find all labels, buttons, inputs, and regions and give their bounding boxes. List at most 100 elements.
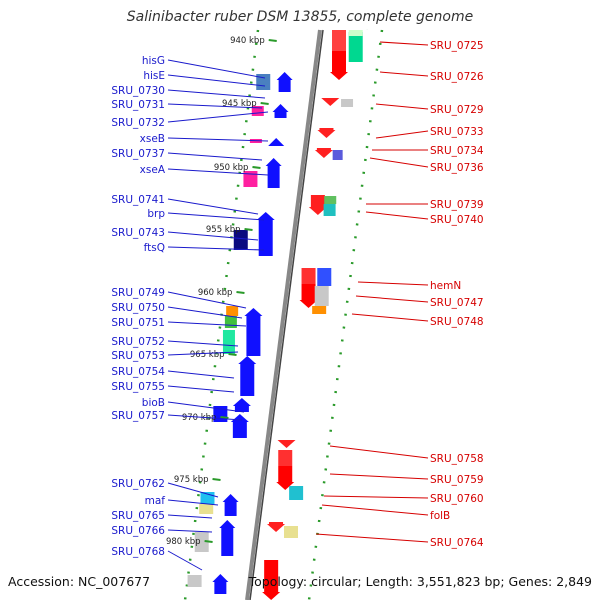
left-gene-label[interactable]: SRU_0750 bbox=[111, 302, 165, 314]
gene-box[interactable] bbox=[332, 150, 343, 160]
left-leader-line bbox=[167, 385, 235, 393]
left-gene-label[interactable]: SRU_0731 bbox=[111, 99, 165, 111]
gene-left[interactable] bbox=[276, 72, 293, 92]
gene-right[interactable] bbox=[299, 268, 318, 308]
left-gene-label[interactable]: ftsQ bbox=[144, 242, 165, 254]
right-gene-label[interactable]: SRU_0736 bbox=[430, 162, 484, 174]
left-gene-label[interactable]: SRU_0754 bbox=[111, 366, 165, 378]
left-gene-label[interactable]: SRU_0751 bbox=[111, 317, 165, 329]
right-leader-line bbox=[369, 157, 429, 168]
right-leader-line bbox=[329, 473, 429, 480]
left-gene-label[interactable]: SRU_0766 bbox=[111, 525, 165, 537]
gene-left[interactable] bbox=[272, 104, 289, 118]
gene-box[interactable] bbox=[256, 74, 271, 90]
left-leader-line bbox=[167, 321, 247, 327]
left-leader-line bbox=[167, 231, 259, 241]
gene-box[interactable] bbox=[199, 504, 214, 514]
kbp-tick-mark bbox=[244, 228, 253, 231]
left-leader-line bbox=[167, 74, 266, 87]
gene-box[interactable] bbox=[317, 268, 332, 286]
gene-right[interactable] bbox=[314, 148, 333, 158]
right-gene-label[interactable]: SRU_0729 bbox=[430, 104, 484, 116]
gene-left[interactable] bbox=[238, 356, 257, 396]
gene-box[interactable] bbox=[187, 575, 202, 587]
right-leader-line bbox=[379, 71, 429, 77]
gene-box[interactable] bbox=[194, 532, 209, 552]
gene-box[interactable] bbox=[348, 30, 363, 36]
left-gene-label[interactable]: SRU_0737 bbox=[111, 148, 165, 160]
gene-left[interactable] bbox=[222, 494, 239, 516]
guide-dotted-line bbox=[307, 29, 384, 600]
gene-left[interactable] bbox=[219, 520, 236, 556]
gene-left[interactable] bbox=[265, 158, 282, 188]
left-gene-label[interactable]: xseB bbox=[140, 133, 165, 145]
right-gene-label[interactable]: SRU_0726 bbox=[430, 71, 484, 83]
gene-right[interactable] bbox=[267, 522, 286, 532]
gene-right[interactable] bbox=[317, 128, 336, 138]
gene-box[interactable] bbox=[251, 106, 264, 116]
left-gene-label[interactable]: SRU_0752 bbox=[111, 336, 165, 348]
gene-box[interactable] bbox=[348, 32, 363, 62]
gene-left[interactable] bbox=[212, 574, 229, 594]
right-gene-label[interactable]: SRU_0760 bbox=[430, 493, 484, 505]
gene-right[interactable] bbox=[277, 440, 296, 448]
right-gene-label[interactable]: folB bbox=[430, 510, 450, 522]
left-gene-label[interactable]: SRU_0757 bbox=[111, 410, 165, 422]
left-gene-label[interactable]: SRU_0732 bbox=[111, 117, 165, 129]
gene-box[interactable] bbox=[226, 306, 239, 316]
left-gene-label[interactable]: maf bbox=[145, 495, 166, 507]
left-gene-label[interactable]: SRU_0755 bbox=[111, 381, 165, 393]
left-leader-line bbox=[167, 499, 219, 506]
left-gene-label[interactable]: brp bbox=[147, 208, 165, 220]
right-gene-label[interactable]: SRU_0764 bbox=[430, 537, 484, 549]
gene-box[interactable] bbox=[341, 99, 354, 107]
right-gene-label[interactable]: hemN bbox=[430, 280, 461, 292]
gene-box[interactable] bbox=[314, 286, 329, 306]
gene-box[interactable] bbox=[243, 171, 258, 187]
gene-box[interactable] bbox=[312, 306, 327, 314]
gene-left[interactable] bbox=[268, 138, 285, 146]
kbp-tick-label: 960 kbp bbox=[198, 288, 233, 298]
right-gene-label[interactable]: SRU_0739 bbox=[430, 199, 484, 211]
left-gene-label[interactable]: xseA bbox=[140, 164, 166, 176]
left-gene-label[interactable]: SRU_0741 bbox=[111, 194, 165, 206]
right-gene-label[interactable]: SRU_0734 bbox=[430, 145, 484, 157]
left-gene-label[interactable]: bioB bbox=[142, 397, 165, 409]
gene-box[interactable] bbox=[323, 204, 336, 216]
right-gene-label[interactable]: SRU_0758 bbox=[430, 453, 484, 465]
left-leader-line bbox=[167, 168, 269, 176]
right-gene-label[interactable]: SRU_0733 bbox=[430, 126, 484, 138]
gene-right[interactable] bbox=[262, 560, 281, 600]
left-leader-line bbox=[167, 103, 263, 109]
gene-right[interactable] bbox=[276, 450, 295, 490]
right-gene-label[interactable]: SRU_0725 bbox=[430, 40, 484, 52]
left-gene-label[interactable]: SRU_0743 bbox=[111, 227, 165, 239]
left-gene-label[interactable]: SRU_0753 bbox=[111, 350, 165, 362]
left-gene-label[interactable]: SRU_0749 bbox=[111, 287, 165, 299]
right-gene-label[interactable]: SRU_0759 bbox=[430, 474, 484, 486]
gene-box[interactable] bbox=[324, 196, 337, 204]
gene-box[interactable] bbox=[233, 230, 248, 250]
gene-right[interactable] bbox=[321, 98, 340, 106]
left-gene-label[interactable]: SRU_0768 bbox=[111, 546, 165, 558]
kbp-tick-mark bbox=[260, 102, 269, 105]
gene-left[interactable] bbox=[256, 212, 275, 256]
left-gene-label[interactable]: SRU_0762 bbox=[111, 478, 165, 490]
gene-box[interactable] bbox=[284, 526, 298, 538]
gene-right[interactable] bbox=[330, 30, 348, 80]
left-gene-label[interactable]: hisE bbox=[143, 70, 165, 82]
left-gene-label[interactable]: SRU_0730 bbox=[111, 85, 165, 97]
right-gene-label[interactable]: SRU_0748 bbox=[430, 316, 484, 328]
right-leader-line bbox=[355, 295, 429, 303]
right-gene-label[interactable]: SRU_0747 bbox=[430, 297, 484, 309]
gene-right[interactable] bbox=[308, 195, 327, 215]
left-gene-label[interactable]: SRU_0765 bbox=[111, 510, 165, 522]
left-gene-label[interactable]: hisG bbox=[142, 55, 165, 67]
gene-box[interactable] bbox=[289, 486, 304, 500]
left-leader-line bbox=[167, 137, 269, 142]
gene-left[interactable] bbox=[232, 398, 251, 412]
gene-box[interactable] bbox=[222, 330, 235, 354]
gene-box[interactable] bbox=[224, 316, 237, 328]
gene-left[interactable] bbox=[244, 308, 263, 356]
right-gene-label[interactable]: SRU_0740 bbox=[430, 214, 484, 226]
